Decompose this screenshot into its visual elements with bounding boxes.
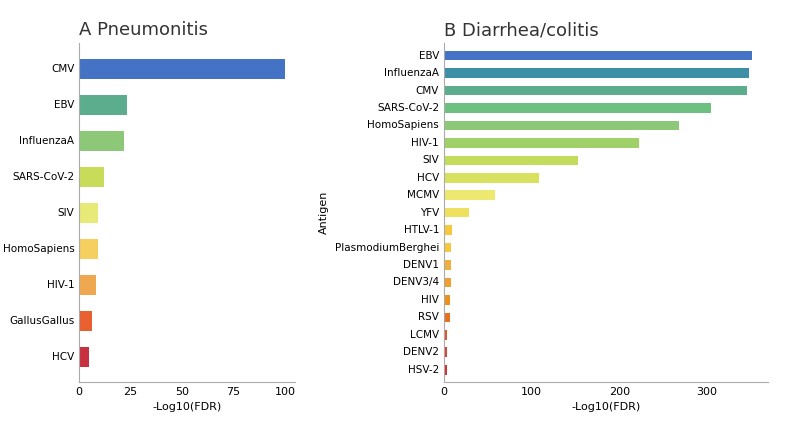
Bar (444, 86, 747, 95)
Text: A Pneumonitis: A Pneumonitis (79, 21, 208, 39)
Bar (444, 260, 451, 270)
Bar (444, 312, 450, 322)
Bar (79, 95, 127, 115)
Bar (444, 348, 447, 357)
Y-axis label: Antigen: Antigen (319, 191, 329, 234)
Text: B Diarrhea/colitis: B Diarrhea/colitis (444, 21, 599, 39)
Bar (79, 347, 89, 367)
Bar (79, 167, 104, 187)
X-axis label: -Log10(FDR): -Log10(FDR) (153, 402, 222, 412)
Bar (444, 191, 495, 200)
Bar (79, 131, 124, 151)
Bar (79, 275, 96, 295)
X-axis label: -Log10(FDR): -Log10(FDR) (572, 402, 641, 412)
Bar (444, 295, 450, 305)
Bar (444, 278, 451, 287)
Bar (444, 51, 752, 60)
Bar (444, 208, 469, 217)
Bar (444, 225, 452, 235)
Bar (444, 365, 447, 375)
Bar (444, 155, 578, 165)
Bar (444, 243, 451, 252)
Bar (444, 138, 638, 148)
Bar (444, 68, 749, 78)
Bar (444, 173, 539, 183)
Bar (79, 203, 97, 223)
Bar (444, 103, 711, 113)
Bar (444, 330, 447, 339)
Bar (444, 121, 679, 130)
Bar (79, 239, 97, 259)
Bar (79, 311, 92, 331)
Bar (79, 59, 285, 79)
